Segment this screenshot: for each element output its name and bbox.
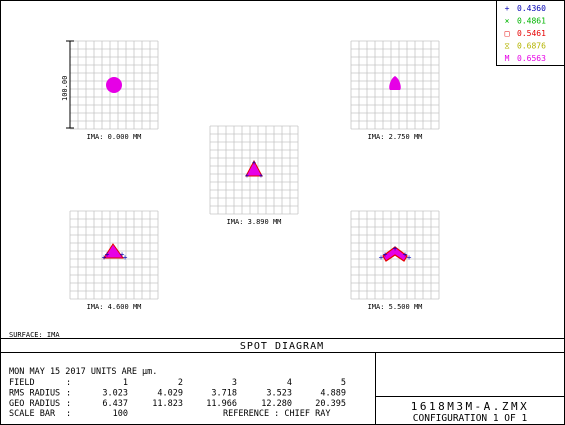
spot-panel: IMA: 2.750 MM xyxy=(350,40,440,141)
svg-text:+: + xyxy=(252,159,256,167)
info-cell: 20.395 xyxy=(315,399,346,409)
surface-label: SURFACE: IMA xyxy=(9,331,60,339)
info-cell: 1 xyxy=(123,378,128,388)
spot-grid xyxy=(209,125,299,215)
info-row-colon: : xyxy=(66,389,71,399)
svg-text:+: + xyxy=(102,253,107,262)
spot-grid xyxy=(69,40,159,130)
legend-marker: M xyxy=(505,54,510,63)
info-row-label: RMS RADIUS xyxy=(9,389,60,399)
info-text: MON MAY 15 2017 UNITS ARE µm. FIELD: 1 2 3 4… xyxy=(9,367,346,419)
spot: + ++ ++ xyxy=(379,244,412,262)
legend-label: 0.6563 xyxy=(517,54,546,63)
info-cell: 3.023 xyxy=(102,389,128,399)
spot-ima-label: IMA: 2.750 MM xyxy=(368,133,423,141)
info-cell: 3.718 xyxy=(211,389,237,399)
info-cell: 11.823 xyxy=(152,399,183,409)
svg-text:+: + xyxy=(383,250,388,259)
spot xyxy=(106,77,122,93)
legend-marker: × xyxy=(505,17,510,26)
svg-text:+: + xyxy=(259,172,263,180)
scale-bar-value: 100 xyxy=(113,409,128,419)
info-row-colon: : xyxy=(66,378,71,388)
spot-grid xyxy=(350,40,440,130)
info-cell: 4.029 xyxy=(157,389,183,399)
legend-marker: □ xyxy=(505,29,510,38)
spot: + ++ xyxy=(245,159,263,180)
info-row-label: FIELD xyxy=(9,378,35,388)
legend-marker: + xyxy=(505,4,510,13)
spot-panels: IMA: 0.000 MM IMA: 2.750 MM+ ++IMA: 3.890 … xyxy=(69,40,440,311)
reference-text: REFERENCE : CHIEF RAY xyxy=(223,409,330,419)
svg-text:+: + xyxy=(379,253,384,262)
info-row-label: GEO RADIUS xyxy=(9,399,60,409)
info-row-colon: : xyxy=(66,399,71,409)
info-cell: 5 xyxy=(341,378,346,388)
legend-label: 0.5461 xyxy=(517,29,546,38)
info-cell: 12.280 xyxy=(261,399,292,409)
spot xyxy=(389,76,401,90)
spot-panel: + ++ +IMA: 4.600 MM xyxy=(69,210,159,311)
legend-label: 0.4861 xyxy=(517,17,546,26)
info-cell: 3 xyxy=(232,378,237,388)
spot-ima-label: IMA: 4.600 MM xyxy=(87,303,142,311)
info-rows: FIELD: 1 2 3 4 5 RMS RADIUS: 3.023 4.029 3.718 3.5… xyxy=(9,378,346,409)
spot-ima-label: IMA: 5.500 MM xyxy=(368,303,423,311)
info-cell: 4 xyxy=(287,378,292,388)
svg-text:+: + xyxy=(120,250,125,259)
scale-bar-label: 100.00 xyxy=(61,76,69,101)
plot-title: SPOT DIAGRAM xyxy=(240,341,324,352)
scale-bar-row-label: SCALE BAR xyxy=(9,409,56,419)
spot-ima-label: IMA: 3.890 MM xyxy=(227,218,282,226)
svg-text:+: + xyxy=(245,172,249,180)
spot: + ++ + xyxy=(102,243,128,262)
info-cell: 2 xyxy=(178,378,183,388)
legend-box xyxy=(496,0,565,66)
spot-ima-label: IMA: 0.000 MM xyxy=(87,133,142,141)
file-name: 1618M3M-A.ZMX xyxy=(411,400,530,413)
info-cell: 3.523 xyxy=(266,389,292,399)
info-cell: 4.889 xyxy=(320,389,346,399)
date-line: MON MAY 15 2017 UNITS ARE µm. xyxy=(9,367,157,377)
info-cell: 11.966 xyxy=(206,399,237,409)
spot-panel: + ++ ++IMA: 5.500 MM xyxy=(350,210,440,311)
legend: +0.4360 × 0.4861 □ 0.5461 ⧖ 0.6876 M 0.6563 xyxy=(496,0,565,66)
legend-label: 0.4360 xyxy=(517,4,546,13)
legend-items: +0.4360 × 0.4861 □ 0.5461 ⧖ 0.6876 M 0.6563 xyxy=(504,4,546,63)
svg-text:+: + xyxy=(403,250,408,259)
scale-bar-row-colon: : xyxy=(66,409,71,419)
svg-text:+: + xyxy=(105,250,110,259)
configuration-text: CONFIGURATION 1 OF 1 xyxy=(413,413,528,424)
info-frame: SPOT DIAGRAM xyxy=(0,338,565,425)
legend-marker: ⧖ xyxy=(504,42,510,51)
scale-bar: 100.00 xyxy=(61,40,74,129)
legend-label: 0.6876 xyxy=(517,42,546,51)
spot-panel: + ++IMA: 3.890 MM xyxy=(209,125,299,226)
svg-text:+: + xyxy=(123,253,128,262)
svg-text:+: + xyxy=(393,244,398,253)
svg-text:+: + xyxy=(407,253,412,262)
info-cell: 6.437 xyxy=(102,399,128,409)
spot-panel: IMA: 0.000 MM xyxy=(69,40,159,141)
